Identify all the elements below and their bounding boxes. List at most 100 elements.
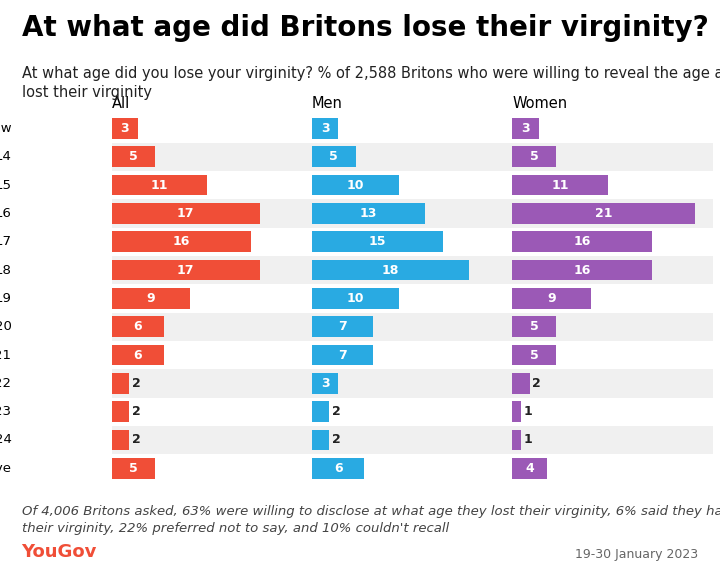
Text: 16: 16 bbox=[573, 264, 591, 276]
Bar bbox=[312, 175, 399, 195]
Bar bbox=[513, 397, 713, 426]
Text: 16: 16 bbox=[0, 207, 12, 220]
Bar bbox=[312, 426, 513, 454]
Text: 6: 6 bbox=[133, 348, 142, 361]
Bar bbox=[112, 118, 138, 139]
Bar bbox=[312, 430, 330, 450]
Text: 9: 9 bbox=[146, 292, 155, 305]
Text: 7: 7 bbox=[338, 348, 347, 361]
Bar bbox=[312, 227, 513, 256]
Bar bbox=[513, 312, 713, 341]
Bar bbox=[513, 143, 713, 171]
Bar bbox=[112, 288, 190, 308]
Bar bbox=[513, 227, 713, 256]
Text: 4: 4 bbox=[526, 462, 534, 475]
Text: 15: 15 bbox=[0, 179, 12, 191]
Bar bbox=[312, 231, 443, 252]
Text: 2: 2 bbox=[132, 405, 140, 418]
Text: 17: 17 bbox=[177, 264, 194, 276]
Text: At what age did you lose your virginity? % of 2,588 Britons who were willing to : At what age did you lose your virginity?… bbox=[22, 66, 720, 100]
Text: 18: 18 bbox=[0, 264, 12, 276]
Bar bbox=[312, 397, 513, 426]
Bar bbox=[312, 147, 356, 167]
Text: 14: 14 bbox=[0, 150, 12, 163]
Text: 6: 6 bbox=[334, 462, 343, 475]
Bar bbox=[513, 430, 521, 450]
Bar bbox=[312, 454, 513, 482]
Bar bbox=[112, 114, 312, 143]
Bar bbox=[112, 426, 312, 454]
Bar bbox=[513, 114, 713, 143]
Text: 23: 23 bbox=[0, 405, 12, 418]
Bar bbox=[513, 231, 652, 252]
Bar bbox=[112, 203, 260, 224]
Bar bbox=[513, 284, 713, 312]
Text: 15: 15 bbox=[369, 235, 386, 248]
Text: 17: 17 bbox=[177, 207, 194, 220]
Bar bbox=[513, 260, 652, 280]
Text: 3: 3 bbox=[120, 122, 129, 135]
Text: Women: Women bbox=[513, 95, 567, 111]
Bar bbox=[112, 171, 312, 199]
Bar bbox=[513, 256, 713, 284]
Bar bbox=[312, 203, 426, 224]
Bar bbox=[112, 401, 129, 422]
Bar bbox=[312, 401, 330, 422]
Bar bbox=[112, 231, 251, 252]
Text: At what age did Britons lose their virginity?: At what age did Britons lose their virgi… bbox=[22, 14, 708, 42]
Bar bbox=[513, 147, 556, 167]
Text: 24: 24 bbox=[0, 433, 12, 447]
Text: 3: 3 bbox=[320, 122, 329, 135]
Bar bbox=[112, 430, 129, 450]
Bar bbox=[513, 171, 713, 199]
Text: 5: 5 bbox=[530, 320, 539, 333]
Bar bbox=[513, 345, 556, 365]
Text: 5: 5 bbox=[530, 348, 539, 361]
Bar bbox=[112, 312, 312, 341]
Bar bbox=[112, 175, 207, 195]
Text: 3: 3 bbox=[320, 377, 329, 390]
Bar bbox=[513, 316, 556, 337]
Text: 2: 2 bbox=[332, 433, 341, 447]
Text: 18: 18 bbox=[382, 264, 399, 276]
Bar bbox=[112, 369, 312, 397]
Text: 5: 5 bbox=[330, 150, 338, 163]
Text: 21: 21 bbox=[0, 348, 12, 361]
Bar bbox=[312, 341, 513, 369]
Text: 5: 5 bbox=[129, 150, 138, 163]
Bar bbox=[112, 345, 164, 365]
Bar bbox=[312, 114, 513, 143]
Bar bbox=[312, 312, 513, 341]
Text: 16: 16 bbox=[573, 235, 591, 248]
Text: 21: 21 bbox=[595, 207, 613, 220]
Bar bbox=[312, 171, 513, 199]
Text: 7: 7 bbox=[338, 320, 347, 333]
Text: 3: 3 bbox=[521, 122, 530, 135]
Bar bbox=[513, 118, 539, 139]
Bar bbox=[312, 316, 373, 337]
Bar bbox=[112, 316, 164, 337]
Bar bbox=[312, 284, 513, 312]
Bar bbox=[312, 369, 513, 397]
Bar bbox=[312, 288, 399, 308]
Text: 19: 19 bbox=[0, 292, 12, 305]
Text: 11: 11 bbox=[552, 179, 569, 191]
Bar bbox=[513, 401, 521, 422]
Bar bbox=[312, 143, 513, 171]
Text: 20: 20 bbox=[0, 320, 12, 333]
Bar bbox=[112, 227, 312, 256]
Bar bbox=[312, 458, 364, 478]
Bar bbox=[513, 341, 713, 369]
Bar bbox=[112, 458, 156, 478]
Text: 16: 16 bbox=[173, 235, 190, 248]
Bar bbox=[112, 397, 312, 426]
Bar bbox=[513, 203, 696, 224]
Bar bbox=[513, 426, 713, 454]
Text: All: All bbox=[112, 95, 130, 111]
Bar bbox=[312, 199, 513, 227]
Bar bbox=[513, 288, 591, 308]
Bar bbox=[112, 454, 312, 482]
Text: 13: 13 bbox=[360, 207, 377, 220]
Text: 2: 2 bbox=[132, 377, 140, 390]
Bar bbox=[112, 147, 156, 167]
